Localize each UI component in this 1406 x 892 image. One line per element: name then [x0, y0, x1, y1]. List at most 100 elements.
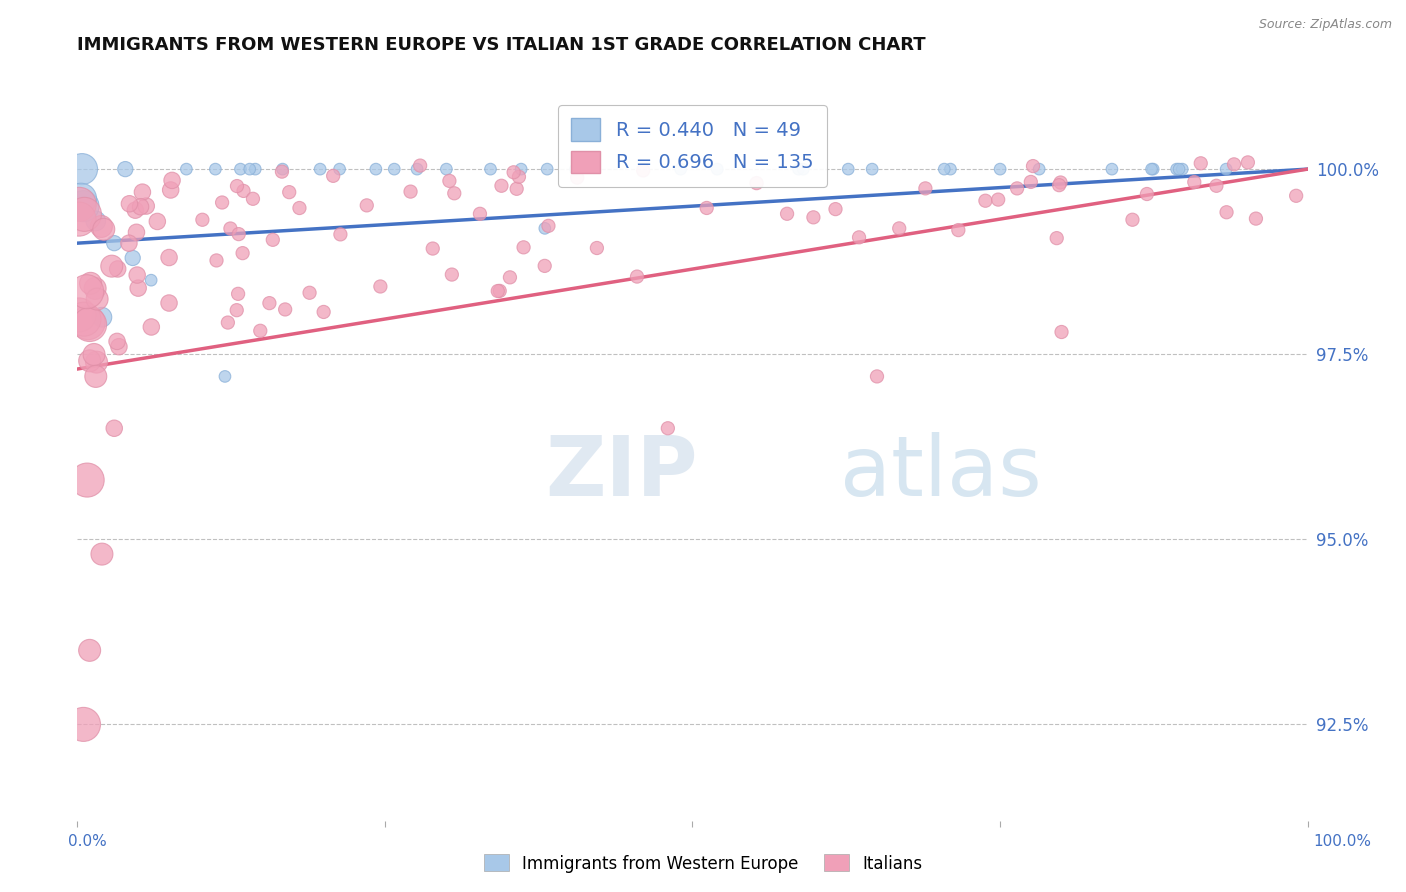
Point	[1049, 176, 1071, 190]
Point	[479, 162, 502, 177]
Point	[409, 159, 432, 173]
Point	[298, 285, 321, 300]
Point	[329, 162, 352, 177]
Point	[1237, 155, 1260, 169]
Point	[534, 221, 557, 235]
Point	[67, 308, 90, 322]
Point	[84, 281, 107, 295]
Point	[439, 174, 461, 188]
Point	[776, 207, 799, 221]
Point	[217, 316, 239, 330]
Point	[536, 162, 558, 177]
Point	[125, 225, 148, 239]
Point	[803, 211, 825, 225]
Text: Source: ZipAtlas.com: Source: ZipAtlas.com	[1258, 18, 1392, 31]
Point	[135, 199, 157, 213]
Point	[1022, 159, 1045, 173]
Text: ZIP: ZIP	[546, 432, 697, 513]
Point	[146, 214, 169, 228]
Point	[988, 162, 1011, 177]
Point	[226, 179, 249, 194]
Point	[77, 316, 100, 330]
Point	[129, 200, 152, 214]
Point	[242, 192, 264, 206]
Point	[86, 292, 108, 306]
Point	[914, 181, 936, 195]
Point	[987, 193, 1010, 207]
Point	[176, 162, 198, 177]
Point	[1182, 175, 1205, 189]
Point	[382, 162, 405, 177]
Point	[79, 318, 101, 332]
Point	[259, 296, 281, 310]
Point	[211, 195, 233, 210]
Point	[274, 302, 297, 317]
Point	[84, 369, 107, 384]
Point	[232, 184, 254, 198]
Point	[502, 165, 524, 179]
Point	[249, 324, 271, 338]
Point	[93, 222, 115, 236]
Point	[160, 173, 183, 187]
Point	[889, 221, 911, 235]
Point	[131, 185, 153, 199]
Point	[1215, 205, 1237, 219]
Point	[1046, 231, 1069, 245]
Point	[468, 207, 491, 221]
Point	[118, 236, 141, 251]
Point	[1168, 162, 1191, 177]
Point	[1223, 157, 1246, 171]
Point	[860, 162, 883, 177]
Point	[669, 162, 692, 177]
Point	[1189, 156, 1212, 170]
Point	[262, 233, 284, 247]
Point	[84, 214, 107, 228]
Point	[1215, 162, 1237, 177]
Point	[239, 162, 262, 177]
Point	[79, 277, 101, 291]
Point	[1171, 162, 1194, 177]
Point	[508, 169, 530, 184]
Point	[537, 219, 560, 233]
Point	[278, 185, 301, 199]
Legend: Immigrants from Western Europe, Italians: Immigrants from Western Europe, Italians	[477, 847, 929, 880]
Point	[1142, 162, 1164, 177]
Point	[309, 162, 332, 177]
Point	[67, 212, 90, 227]
Point	[288, 201, 311, 215]
Point	[657, 421, 679, 435]
Point	[406, 162, 429, 177]
Point	[934, 162, 956, 177]
Point	[1205, 178, 1227, 193]
Point	[512, 240, 534, 254]
Point	[114, 162, 136, 177]
Point	[974, 194, 997, 208]
Point	[564, 162, 586, 177]
Text: IMMIGRANTS FROM WESTERN EUROPE VS ITALIAN 1ST GRADE CORRELATION CHART: IMMIGRANTS FROM WESTERN EUROPE VS ITALIA…	[77, 36, 927, 54]
Point	[73, 312, 96, 326]
Point	[118, 196, 141, 211]
Point	[1166, 162, 1188, 177]
Point	[73, 207, 96, 221]
Point	[219, 221, 242, 235]
Point	[1028, 162, 1050, 177]
Point	[124, 203, 146, 218]
Point	[141, 320, 163, 334]
Point	[141, 273, 163, 287]
Point	[866, 369, 889, 384]
Point	[157, 251, 180, 265]
Point	[312, 305, 335, 319]
Point	[440, 268, 463, 282]
Point	[488, 284, 510, 298]
Point	[76, 473, 98, 487]
Point	[86, 355, 108, 369]
Point	[706, 162, 728, 177]
Point	[107, 262, 129, 277]
Point	[399, 185, 422, 199]
Text: 0.0%: 0.0%	[67, 834, 107, 848]
Text: atlas: atlas	[841, 432, 1042, 513]
Point	[567, 170, 589, 185]
Point	[356, 198, 378, 212]
Point	[121, 251, 143, 265]
Point	[486, 284, 509, 298]
